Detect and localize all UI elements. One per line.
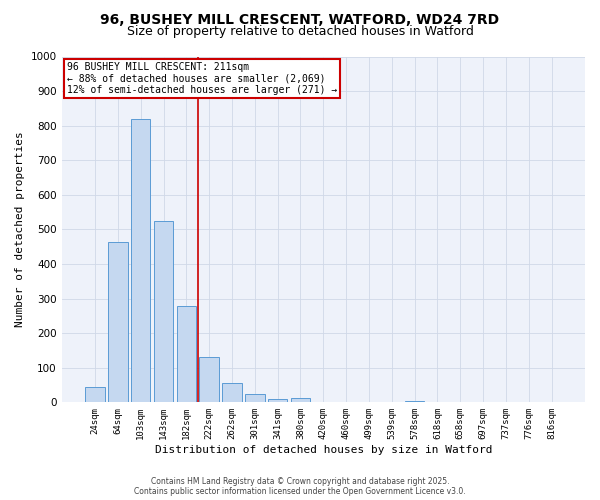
Bar <box>245 394 265 402</box>
Bar <box>85 387 105 402</box>
Y-axis label: Number of detached properties: Number of detached properties <box>15 132 25 328</box>
Bar <box>154 221 173 402</box>
Bar <box>199 358 219 403</box>
Text: Contains HM Land Registry data © Crown copyright and database right 2025.
Contai: Contains HM Land Registry data © Crown c… <box>134 476 466 496</box>
Bar <box>108 242 128 402</box>
X-axis label: Distribution of detached houses by size in Watford: Distribution of detached houses by size … <box>155 445 492 455</box>
Bar <box>268 399 287 402</box>
Bar <box>222 382 242 402</box>
Bar <box>131 118 151 403</box>
Bar <box>405 400 424 402</box>
Text: 96 BUSHEY MILL CRESCENT: 211sqm
← 88% of detached houses are smaller (2,069)
12%: 96 BUSHEY MILL CRESCENT: 211sqm ← 88% of… <box>67 62 337 95</box>
Text: Size of property relative to detached houses in Watford: Size of property relative to detached ho… <box>127 25 473 38</box>
Bar <box>176 306 196 402</box>
Text: 96, BUSHEY MILL CRESCENT, WATFORD, WD24 7RD: 96, BUSHEY MILL CRESCENT, WATFORD, WD24 … <box>100 12 500 26</box>
Bar <box>291 398 310 402</box>
